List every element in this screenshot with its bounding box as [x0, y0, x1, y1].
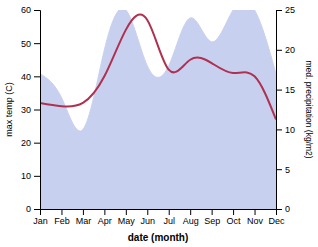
- tick-label: 5: [285, 165, 290, 175]
- axis-line: [34, 11, 41, 210]
- tick-label: Oct: [227, 216, 242, 226]
- tick-label: 20: [285, 45, 295, 55]
- axis-line: [277, 11, 283, 210]
- tick-mark: [276, 209, 282, 210]
- area: [40, 10, 276, 209]
- tick: 20: [21, 138, 40, 148]
- tick-mark: [61, 209, 62, 215]
- marks: [40, 10, 276, 209]
- tick-mark: [34, 143, 40, 144]
- tick: Jan: [33, 209, 48, 226]
- tick-mark: [147, 209, 148, 215]
- tick-label: Aug: [183, 216, 199, 226]
- tick-mark: [276, 169, 282, 170]
- y2-axis: 0 5 10 15 20 25: [276, 5, 295, 214]
- tick: 0: [26, 204, 40, 214]
- x-axis-title: date (month): [128, 232, 189, 243]
- tick: 40: [21, 72, 40, 82]
- y2-axis-title: med. precipitation (kg/m2): [304, 60, 314, 158]
- y-axis-title: max temp (C): [4, 82, 14, 137]
- tick-label: Jul: [163, 216, 175, 226]
- x-axis: Jan Feb Mar Apr May Jun Jul Aug Sep Oct Nov Dec: [33, 209, 285, 226]
- tick-label: 30: [21, 105, 31, 115]
- tick: Dec: [268, 209, 285, 226]
- tick: 50: [21, 39, 40, 49]
- tick-label: Mar: [76, 216, 92, 226]
- tick-mark: [34, 76, 40, 77]
- tick-label: 10: [21, 171, 31, 181]
- tick-mark: [34, 110, 40, 111]
- tick-label: 10: [285, 125, 295, 135]
- tick-label: Apr: [98, 216, 112, 226]
- axis-line: [41, 210, 277, 216]
- tick-label: Jun: [141, 216, 156, 226]
- tick-label: 20: [21, 138, 31, 148]
- tick: 5: [276, 165, 290, 175]
- tick-mark: [34, 10, 40, 11]
- tick-label: Nov: [247, 216, 264, 226]
- chart: JanFebMarAprMayJunJulAugSepOctNovDec0102…: [0, 0, 318, 247]
- tick: Jun: [141, 209, 156, 226]
- tick: Apr: [98, 209, 112, 226]
- tick-mark: [34, 43, 40, 44]
- tick: Nov: [247, 209, 264, 226]
- tick-mark: [276, 50, 282, 51]
- tick: 30: [21, 105, 40, 115]
- tick-mark: [255, 209, 256, 215]
- tick-mark: [212, 209, 213, 215]
- tick-mark: [104, 209, 105, 215]
- tick-label: 0: [285, 204, 290, 214]
- tick-mark: [276, 90, 282, 91]
- tick-label: Dec: [268, 216, 285, 226]
- tick: 10: [276, 125, 295, 135]
- tick-mark: [83, 209, 84, 215]
- tick-label: Sep: [204, 216, 220, 226]
- tick-label: May: [118, 216, 136, 226]
- tick-mark: [34, 176, 40, 177]
- tick: Aug: [183, 209, 199, 226]
- tick-label: 50: [21, 39, 31, 49]
- tick-label: Feb: [54, 216, 70, 226]
- tick: Mar: [76, 209, 92, 226]
- tick-mark: [34, 209, 40, 210]
- tick-label: 25: [285, 5, 295, 15]
- tick: May: [118, 209, 136, 226]
- line: [40, 15, 276, 120]
- tick: Sep: [204, 209, 220, 226]
- plot: JanFebMarAprMayJunJulAugSepOctNovDec0102…: [4, 1, 314, 243]
- tick-label: 0: [26, 204, 31, 214]
- tick-label: 15: [285, 85, 295, 95]
- tick-mark: [190, 209, 191, 215]
- tick: 60: [21, 5, 40, 15]
- tick-mark: [276, 10, 282, 11]
- tick: 15: [276, 85, 295, 95]
- tick: 25: [276, 5, 295, 15]
- tick: Oct: [227, 209, 242, 226]
- tick: 20: [276, 45, 295, 55]
- tick-label: Jan: [33, 216, 48, 226]
- tick-mark: [233, 209, 234, 215]
- tick-label: 40: [21, 72, 31, 82]
- tick-mark: [169, 209, 170, 215]
- tick: Jul: [163, 209, 175, 226]
- tick: Feb: [54, 209, 70, 226]
- tick-mark: [126, 209, 127, 215]
- tick: 10: [21, 171, 40, 181]
- tick-mark: [276, 129, 282, 130]
- y-axis: 0 10 20 30 40 50 60: [21, 5, 41, 214]
- tick-label: 60: [21, 5, 31, 15]
- tick: 0: [276, 204, 290, 214]
